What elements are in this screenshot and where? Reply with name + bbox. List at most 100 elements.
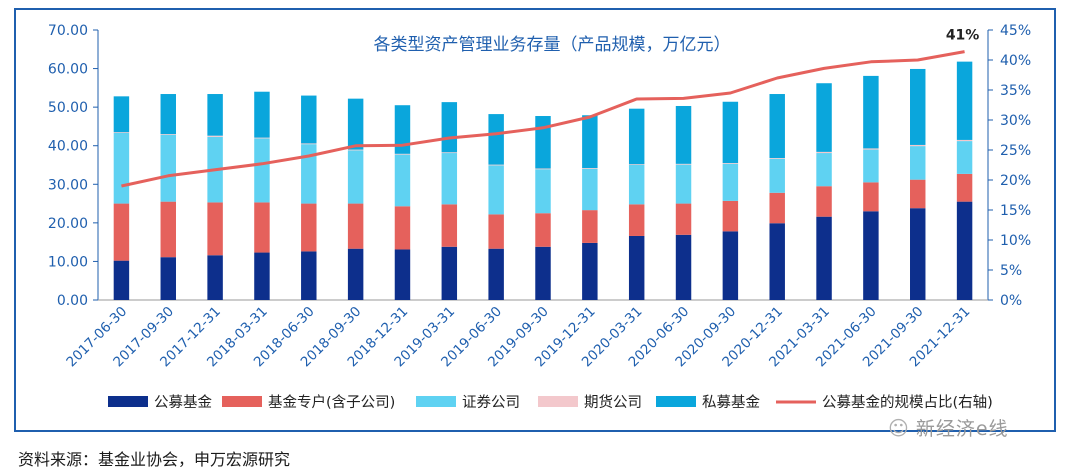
- bar-segment-futures: [488, 164, 504, 166]
- bar-segment-private_fund: [675, 105, 692, 164]
- bar-segment-private_fund: [956, 61, 973, 140]
- bar-segment-public_fund: [816, 216, 832, 300]
- legend-label: 期货公司: [584, 394, 642, 411]
- bar-segment-futures: [347, 149, 364, 151]
- bar-segment-special_account: [956, 173, 973, 202]
- y-right-tick-label: 25%: [1000, 143, 1031, 159]
- bar-segment-futures: [441, 152, 458, 154]
- y-left-tick-label: 0.00: [57, 293, 88, 309]
- bar-segment-futures: [863, 148, 879, 150]
- bar-segment-private_fund: [254, 91, 270, 138]
- y-left-tick-label: 60.00: [48, 62, 88, 78]
- bar-segment-private_fund: [722, 101, 739, 164]
- bar-segment-public_fund: [628, 235, 645, 300]
- stacked-bar-line-chart: 0.00 10.00 20.00 30.00 40.00 50.00 60.00 70.00 0…: [48, 23, 1031, 411]
- y-left-tick-label: 70.00: [48, 23, 88, 39]
- bar-segment-public_fund: [675, 234, 692, 300]
- bar-segment-public_fund: [347, 248, 364, 300]
- bar-segment-securities: [910, 146, 926, 180]
- y-left-tick-label: 20.00: [48, 216, 88, 232]
- bar-segment-private_fund: [394, 105, 411, 154]
- bar-segment-futures: [628, 164, 645, 165]
- bar-segment-private_fund: [769, 94, 785, 159]
- bar-segment-public_fund: [956, 201, 973, 300]
- bar-segment-futures: [582, 168, 598, 169]
- legend-swatch-special_account: [222, 396, 262, 407]
- bar-segment-securities: [769, 158, 785, 193]
- bar-segment-futures: [769, 158, 785, 159]
- source-note: 资料来源：基金业协会，申万宏源研究: [18, 450, 291, 469]
- bar-segment-futures: [722, 163, 739, 164]
- bar-segment-special_account: [441, 204, 458, 247]
- bar-segment-private_fund: [347, 98, 364, 150]
- bar-segment-private_fund: [113, 96, 130, 133]
- bar-segment-special_account: [628, 204, 645, 236]
- legend-label: 证券公司: [462, 394, 520, 411]
- y-left-tick-label: 50.00: [48, 100, 88, 116]
- bar-segment-special_account: [301, 203, 317, 252]
- bar-segment-futures: [207, 135, 223, 137]
- y-right-tick-label: 20%: [1000, 173, 1031, 189]
- bar-segment-public_fund: [207, 255, 223, 300]
- legend-swatch-futures: [538, 396, 578, 407]
- bar-segment-public_fund: [394, 249, 411, 300]
- y-right-tick-label: 35%: [1000, 83, 1031, 99]
- bar-segment-securities: [628, 165, 645, 205]
- bar-segment-special_account: [816, 186, 832, 217]
- bar-segment-public_fund: [769, 223, 785, 300]
- bar-segment-futures: [113, 132, 130, 133]
- bar-segment-futures: [956, 139, 973, 142]
- bar-segment-securities: [160, 134, 176, 202]
- bar-segment-futures: [301, 143, 317, 145]
- y-left-tick-label: 10.00: [48, 254, 88, 270]
- legend-swatch-private_fund: [656, 396, 696, 407]
- chart-title: 各类型资产管理业务存量（产品规模，万亿元）: [374, 35, 731, 55]
- bar-segment-private_fund: [441, 102, 458, 153]
- legend-label: 公募基金的规模占比(右轴): [822, 394, 993, 411]
- bar-segment-private_fund: [207, 94, 223, 136]
- bar-segment-special_account: [910, 179, 926, 209]
- bar-segment-private_fund: [535, 116, 551, 169]
- bar-segment-securities: [301, 144, 317, 204]
- bar-segment-futures: [816, 151, 832, 154]
- bar-segment-special_account: [769, 192, 785, 224]
- bar-segment-futures: [254, 137, 270, 139]
- series-line-public-fund-share: [121, 50, 965, 188]
- bar-segment-public_fund: [910, 208, 926, 300]
- bar-segment-public_fund: [441, 246, 458, 300]
- bar-segment-private_fund: [160, 94, 176, 135]
- bar-segment-public_fund: [301, 251, 317, 300]
- bar-segment-securities: [535, 169, 551, 214]
- bar-segment-securities: [675, 164, 692, 204]
- bar-segment-public_fund: [160, 257, 176, 300]
- y-right-tick-label: 40%: [1000, 53, 1031, 69]
- bar-segment-special_account: [675, 203, 692, 235]
- watermark-text: 新经济e线: [915, 418, 1009, 440]
- bar-segment-private_fund: [488, 114, 504, 165]
- bar-segment-special_account: [160, 201, 176, 258]
- legend-label: 基金专户(含子公司): [268, 394, 395, 411]
- legend-label: 私募基金: [702, 394, 760, 411]
- bar-segment-securities: [394, 154, 411, 207]
- bar-segment-special_account: [347, 203, 364, 249]
- bar-segment-securities: [582, 168, 598, 211]
- bar-segment-private_fund: [816, 83, 832, 152]
- y-right-tick-label: 45%: [1000, 23, 1031, 39]
- bar-segment-special_account: [113, 203, 130, 261]
- bar-segment-special_account: [535, 213, 551, 247]
- bar-segment-futures: [160, 134, 176, 135]
- bar-segment-futures: [675, 163, 692, 165]
- bar-segment-futures: [394, 153, 411, 155]
- legend-label: 公募基金: [154, 394, 212, 411]
- legend-swatch-securities: [416, 396, 456, 407]
- bar-segment-public_fund: [582, 242, 598, 300]
- y-right-tick-label: 10%: [1000, 233, 1031, 249]
- bar-segment-public_fund: [722, 231, 739, 300]
- bar-segment-futures: [910, 144, 926, 147]
- y-left-tick-label: 30.00: [48, 177, 88, 193]
- bar-segment-public_fund: [488, 248, 504, 300]
- bar-segment-private_fund: [301, 95, 317, 144]
- bar-segment-futures: [535, 168, 551, 170]
- bar-segment-securities: [113, 132, 130, 204]
- y-right-tick-label: 5%: [1000, 263, 1022, 279]
